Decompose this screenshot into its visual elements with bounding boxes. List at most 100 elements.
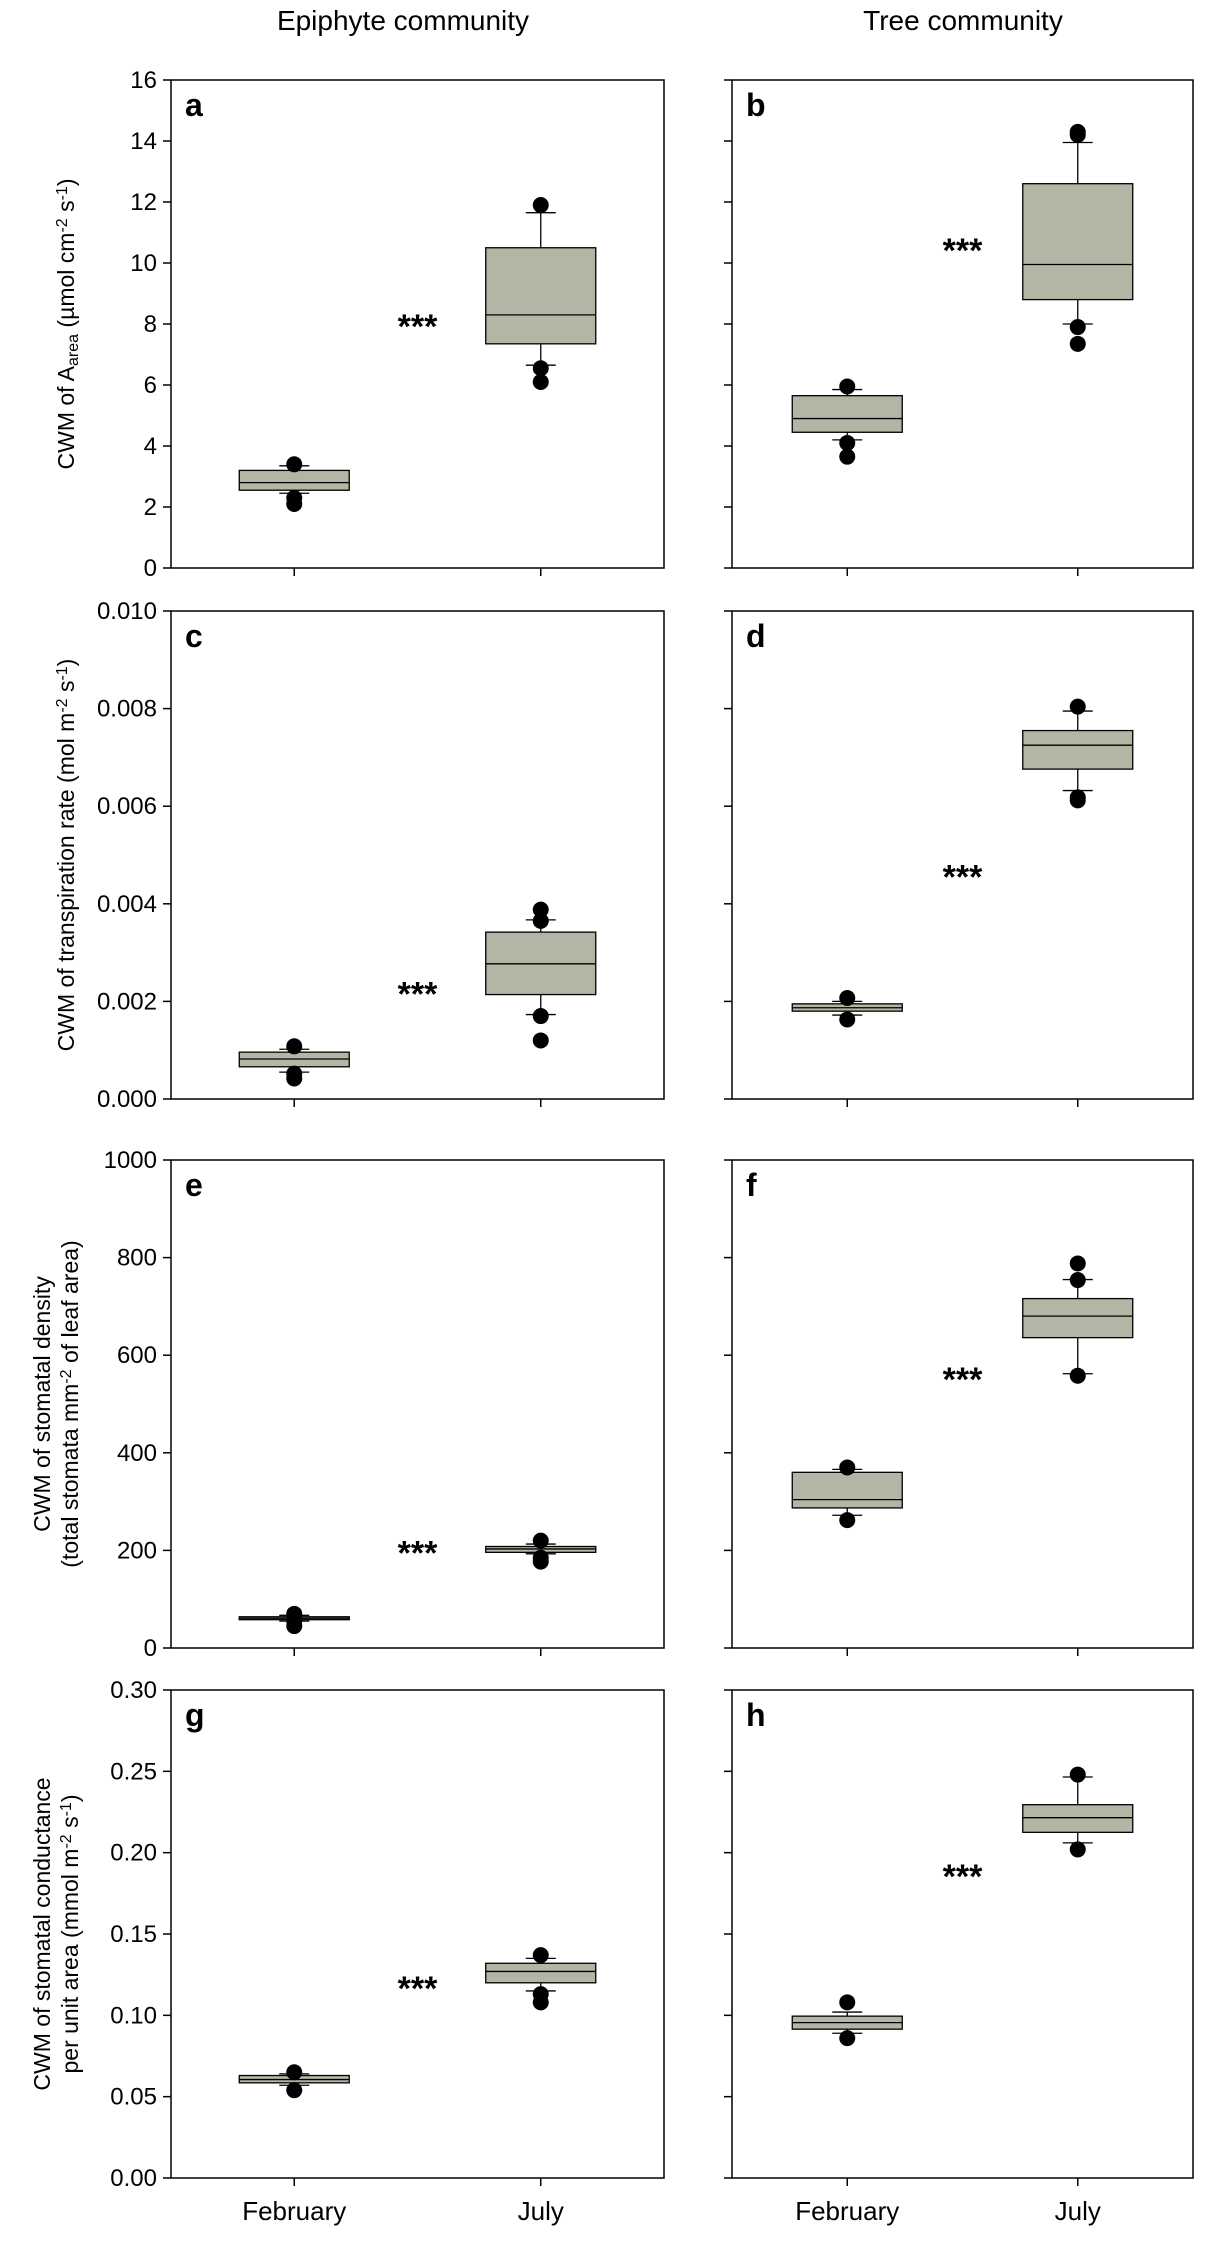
column-title-epiphyte: Epiphyte community [277,5,529,36]
plot-frame [731,1689,1194,2179]
y-tick-label: 0.25 [110,1758,157,1785]
box-february [791,989,903,1028]
y-tick-label: 2 [144,494,157,521]
panel-g: g 0.00 0.05 0.10 0.15 0.20 0.25 0.30 February Jul… [29,1677,665,2226]
outlier-point [286,489,303,506]
panel-e: e 0 200 400 600 800 1000 *** CWM of stomatal den… [29,1147,665,1662]
outlier-point [532,1532,549,1549]
panels-layer: a 0 2 4 6 8 10 12 14 16 *** CWM of Aarea (µmol cm-2… [29,67,1194,2226]
box-july [1022,123,1134,352]
outlier-point [1069,1766,1086,1783]
outlier-point [286,1038,303,1055]
outlier-point [532,912,549,929]
y-axis-label: CWM of stomatal conductance [29,1777,55,2090]
x-tick-label: February [242,2196,346,2226]
iqr-box [485,1962,597,1984]
iqr-box [238,469,350,491]
iqr-box [485,247,597,345]
y-tick-label: 600 [117,1342,157,1369]
outlier-point [532,373,549,390]
panel-letter: g [185,1697,205,1733]
panel-letter: a [185,87,203,123]
box-july [1022,1255,1134,1384]
outlier-point [839,448,856,465]
outlier-point [839,1011,856,1028]
box-july [1022,1766,1134,1858]
y-axis-label: CWM of stomatal density [29,1276,55,1532]
box-february [791,1994,903,2047]
outlier-point [532,1032,549,1049]
box-july [485,1532,597,1570]
y-tick-label: 0.00 [110,2165,157,2192]
plot-frame [170,1689,665,2179]
panel-h: h February July *** [724,1689,1194,2226]
panel-c: c 0.000 0.002 0.004 0.006 0.008 0.010 *** CWM of… [53,598,665,1113]
significance-label: *** [398,1970,438,2008]
y-tick-label: 0.05 [110,2084,157,2111]
iqr-box [791,1471,903,1509]
y-tick-label: 400 [117,1440,157,1467]
y-tick-label: 0.002 [97,988,157,1015]
y-tick-label: 0.008 [97,696,157,723]
outlier-point [532,360,549,377]
outlier-point [1069,335,1086,352]
y-tick-label: 8 [144,311,157,338]
panel-letter: c [185,618,203,654]
outlier-point [1069,789,1086,806]
y-tick-label: 6 [144,372,157,399]
outlier-point [839,1512,856,1529]
outlier-point [286,2064,303,2081]
outlier-point [1069,1367,1086,1384]
panel-a: a 0 2 4 6 8 10 12 14 16 *** CWM of Aarea (µmol cm-2… [53,67,665,582]
outlier-point [532,1947,549,1964]
y-tick-label: 1000 [104,1147,157,1174]
box-february [238,2064,350,2099]
y-axis-label: CWM of transpiration rate (mol m-2 s-1) [53,659,79,1052]
outlier-point [839,1459,856,1476]
outlier-point [839,2030,856,2047]
box-february [238,1605,350,1635]
y-tick-label: 0 [144,1635,157,1662]
plot-frame [170,610,665,1100]
panel-b: b *** [724,79,1194,576]
outlier-point [1069,698,1086,715]
column-title-tree: Tree community [863,5,1063,36]
outlier-point [532,197,549,214]
outlier-point [286,1605,303,1622]
y-tick-label: 0 [144,555,157,582]
outlier-point [532,1549,549,1566]
outlier-point [532,1008,549,1025]
y-tick-label: 200 [117,1537,157,1564]
outlier-point [532,1986,549,2003]
outlier-point [839,1994,856,2011]
outlier-point [839,434,856,451]
box-february [238,456,350,512]
panel-letter: e [185,1167,203,1203]
iqr-box [791,395,903,433]
iqr-box [1022,1804,1134,1833]
outlier-point [1069,123,1086,140]
outlier-point [839,378,856,395]
box-july [485,901,597,1049]
y-tick-label: 12 [130,189,157,216]
panel-d: d *** [724,610,1194,1107]
significance-label: *** [943,1858,983,1896]
outlier-point [286,1065,303,1082]
panel-letter: h [746,1697,766,1733]
outlier-point [1069,1255,1086,1272]
plot-frame [170,1159,665,1649]
plot-frame [731,79,1194,569]
panel-letter: d [746,618,766,654]
y-tick-label: 16 [130,67,157,94]
box-february [791,378,903,465]
y-axis-label: per unit area (mmol m-2 s-1) [57,1795,83,2074]
outlier-point [286,2082,303,2099]
significance-label: *** [398,1534,438,1572]
significance-label: *** [943,1361,983,1399]
x-tick-label: July [1055,2196,1101,2226]
y-tick-label: 4 [144,433,157,460]
plot-frame [731,610,1194,1100]
iqr-box [1022,729,1134,770]
y-tick-label: 0.30 [110,1677,157,1704]
outlier-point [1069,319,1086,336]
